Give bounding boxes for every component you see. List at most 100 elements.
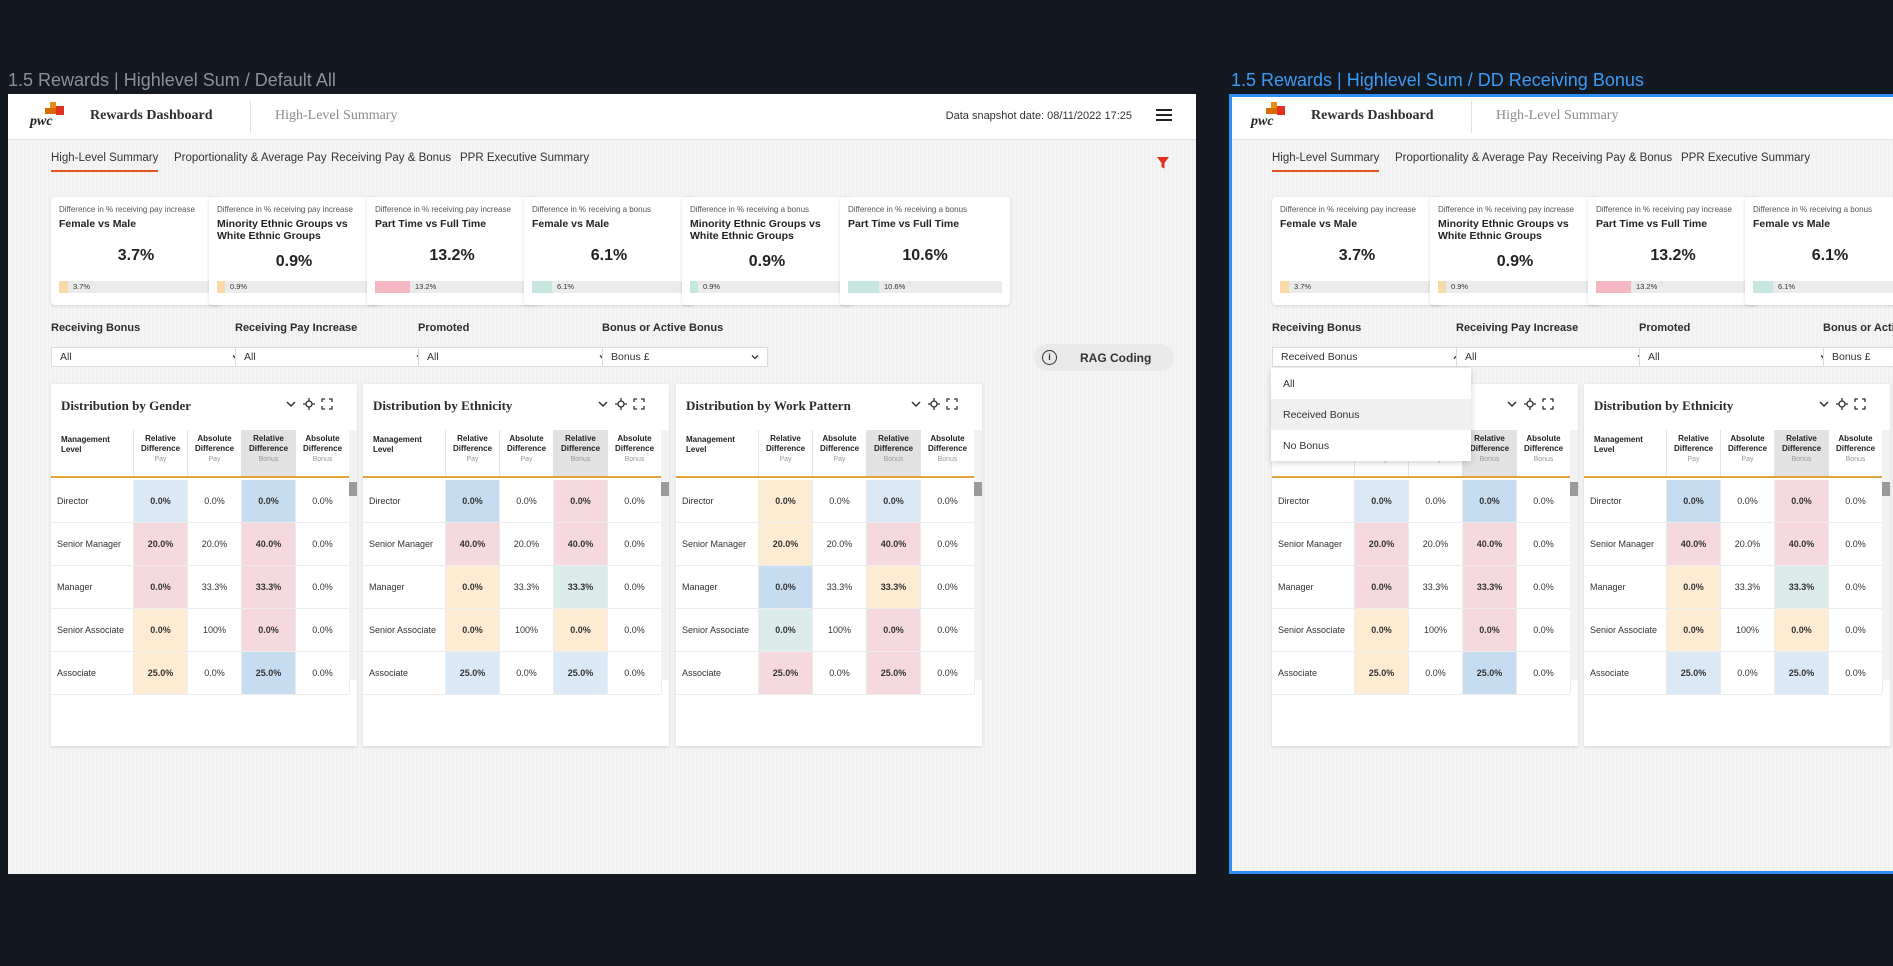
receiving-bonus-select-open[interactable]: Received Bonus: [1272, 347, 1470, 367]
tab-high-level-summary[interactable]: High-Level Summary: [51, 152, 159, 172]
kpi-card[interactable]: Difference in % receiving pay increase Pa…: [367, 197, 537, 305]
table-cell: 20.0%: [500, 523, 554, 565]
select-value: All: [1648, 351, 1660, 363]
row-level: Manager: [363, 566, 446, 608]
row-level: Senior Manager: [1584, 523, 1667, 565]
scrollbar-thumb[interactable]: [1882, 482, 1890, 496]
chevron-down-icon[interactable]: [597, 397, 609, 409]
focus-icon[interactable]: [928, 397, 940, 410]
chevron-down-icon[interactable]: [1818, 397, 1830, 409]
kpi-bar: 3.7%: [59, 281, 213, 293]
table-cell: 20.0%: [759, 523, 813, 565]
chevron-down-icon[interactable]: [1506, 397, 1518, 409]
kpi-title: Female vs Male: [532, 218, 610, 230]
chevron-down-icon: [751, 355, 759, 360]
panel-controls: [1818, 397, 1878, 411]
table-cell: 100%: [188, 609, 242, 651]
table-cell: 33.3%: [1721, 566, 1775, 608]
table-cell: 0.0%: [921, 652, 975, 694]
promoted-select[interactable]: All: [1639, 347, 1837, 367]
row-level: Manager: [1584, 566, 1667, 608]
header-column-label: Relative Difference: [1469, 434, 1510, 453]
kpi-card[interactable]: Difference in % receiving a bonus Female …: [524, 197, 694, 305]
expand-icon[interactable]: [633, 397, 645, 410]
chevron-down-icon[interactable]: [910, 397, 922, 409]
table-cell: 0.0%: [1517, 566, 1571, 608]
select-value: All: [427, 351, 439, 363]
kpi-card[interactable]: Difference in % receiving a bonus Part Ti…: [840, 197, 1010, 305]
table-scrollbar[interactable]: [349, 430, 357, 680]
promoted-select[interactable]: All: [418, 347, 616, 367]
scrollbar-thumb[interactable]: [661, 482, 669, 496]
table-cell: 0.0%: [296, 523, 350, 565]
receiving-bonus-select[interactable]: All: [51, 347, 249, 367]
bonus-or-active-bonus-select[interactable]: Bonus £: [1823, 347, 1893, 367]
table-scrollbar[interactable]: [1570, 430, 1578, 680]
kpi-value: 13.2%: [1650, 247, 1696, 264]
dropdown-option[interactable]: Received Bonus: [1271, 399, 1471, 430]
panel-controls: [285, 397, 345, 411]
header-column: Absolute Difference Pay: [500, 430, 554, 476]
table-row: Manager 0.0% 33.3% 33.3% 0.0%: [1584, 566, 1883, 609]
kpi-card[interactable]: Difference in % receiving pay increase Pa…: [1588, 197, 1758, 305]
table-cell: 0.0%: [1667, 480, 1721, 522]
tab-receiving-pay-bonus[interactable]: Receiving Pay & Bonus: [1552, 152, 1673, 164]
kpi-card[interactable]: Difference in % receiving a bonus Female …: [1745, 197, 1893, 305]
kpi-card[interactable]: Difference in % receiving pay increase Fe…: [51, 197, 221, 305]
hamburger-menu-icon[interactable]: [1156, 109, 1172, 123]
bonus-or-active-bonus-select[interactable]: Bonus £: [602, 347, 768, 367]
scrollbar-thumb[interactable]: [974, 482, 982, 496]
pwc-logo: pwc: [30, 102, 64, 132]
focus-icon[interactable]: [615, 397, 627, 410]
tab-ppr-executive-summary[interactable]: PPR Executive Summary: [460, 152, 590, 164]
header-column: Relative Difference Pay: [134, 430, 188, 476]
dropdown-option[interactable]: All: [1283, 378, 1295, 390]
table-scrollbar[interactable]: [974, 430, 982, 680]
scrollbar-thumb[interactable]: [1570, 482, 1578, 496]
header-column-label: Absolute Difference: [1835, 434, 1876, 453]
receiving-pay-increase-select[interactable]: All: [235, 347, 433, 367]
focus-icon[interactable]: [1836, 397, 1848, 410]
kpi-caption: Difference in % receiving a bonus: [1753, 205, 1873, 214]
kpi-title: Part Time vs Full Time: [375, 218, 487, 230]
kpi-bar-fill: [217, 281, 225, 293]
header-divider: [1471, 101, 1472, 133]
filter-icon[interactable]: [1156, 156, 1170, 170]
tab-receiving-pay-bonus[interactable]: Receiving Pay & Bonus: [331, 152, 452, 164]
table-row: Senior Associate 0.0% 100% 0.0% 0.0%: [1272, 609, 1571, 652]
kpi-card[interactable]: Difference in % receiving pay increase Fe…: [1272, 197, 1442, 305]
table-scrollbar[interactable]: [1882, 430, 1890, 680]
receiving-pay-increase-select[interactable]: All: [1456, 347, 1654, 367]
tab-ppr-executive-summary[interactable]: PPR Executive Summary: [1681, 152, 1811, 164]
kpi-card[interactable]: Difference in % receiving pay increase Mi…: [209, 197, 379, 305]
header-column-label: Absolute Difference: [614, 434, 655, 453]
kpi-card[interactable]: Difference in % receiving pay increase Mi…: [1430, 197, 1600, 305]
expand-icon[interactable]: [321, 397, 333, 410]
kpi-bar-label: 0.9%: [703, 282, 721, 291]
panel-title: Distribution by Ethnicity: [1594, 398, 1734, 413]
header-column: Relative Difference Bonus: [867, 430, 921, 476]
kpi-bar-label: 6.1%: [1778, 282, 1796, 291]
tab-proportionality-average-pay[interactable]: Proportionality & Average Pay: [1395, 152, 1548, 164]
table-scrollbar[interactable]: [661, 430, 669, 680]
expand-icon[interactable]: [1854, 397, 1866, 410]
scrollbar-thumb[interactable]: [349, 482, 357, 496]
receiving-bonus-dropdown-menu: All Received Bonus No Bonus: [1271, 368, 1471, 461]
expand-icon[interactable]: [1542, 397, 1554, 410]
table-cell: 0.0%: [446, 609, 500, 651]
table-cell: 40.0%: [446, 523, 500, 565]
rag-coding-button[interactable]: i RAG Coding: [1034, 344, 1174, 371]
tab-high-level-summary[interactable]: High-Level Summary: [1272, 152, 1380, 172]
tab-proportionality-average-pay[interactable]: Proportionality & Average Pay: [174, 152, 327, 164]
table-cell: 100%: [1721, 609, 1775, 651]
focus-icon[interactable]: [303, 397, 315, 410]
row-level: Senior Manager: [1272, 523, 1355, 565]
kpi-card[interactable]: Difference in % receiving a bonus Minorit…: [682, 197, 852, 305]
table-cell: 40.0%: [1463, 523, 1517, 565]
table-cell: 20.0%: [1409, 523, 1463, 565]
chevron-down-icon[interactable]: [285, 397, 297, 409]
dropdown-option[interactable]: No Bonus: [1283, 440, 1330, 452]
focus-icon[interactable]: [1524, 397, 1536, 410]
expand-icon[interactable]: [946, 397, 958, 410]
